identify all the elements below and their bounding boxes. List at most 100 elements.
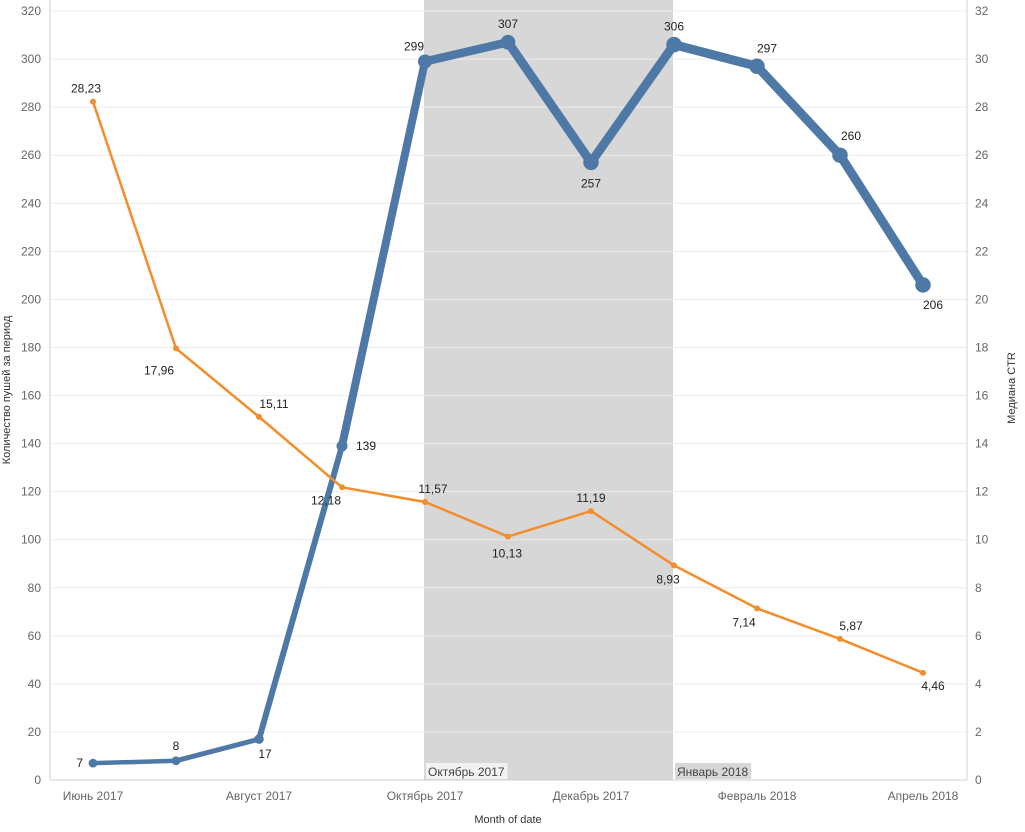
series-orange-data-label: 10,13 (492, 547, 522, 561)
right-axis-tick-label: 4 (975, 677, 982, 691)
x-axis-tick-label: Июнь 2017 (63, 789, 124, 803)
series-blue-segment (835, 150, 928, 290)
right-axis-tick-label: 8 (975, 581, 982, 595)
x-axis-tick-label: Декабрь 2017 (553, 789, 630, 803)
right-axis-tick-label: 0 (975, 773, 982, 787)
x-axis-tick-label: Февраль 2018 (718, 789, 797, 803)
series-orange-point (837, 635, 843, 642)
series-layer (88, 34, 931, 768)
series-orange-point (173, 345, 179, 352)
x-axis-tick-label: Апрель 2018 (888, 789, 959, 803)
series-blue-data-label: 8 (173, 739, 180, 753)
series-orange-data-label: 4,46 (921, 679, 945, 693)
series-blue-point (915, 277, 931, 293)
left-axis-tick-label: 120 (21, 485, 41, 499)
series-blue-point (336, 440, 348, 452)
series-orange-data-label: 17,96 (144, 363, 174, 377)
series-orange-point (920, 669, 926, 676)
series-orange-point (256, 413, 262, 420)
left-axis-tick-label: 180 (21, 340, 41, 354)
series-blue-data-label: 17 (258, 747, 272, 761)
series-orange-point (588, 508, 594, 515)
band-label-bg (426, 763, 508, 779)
data-labels: 7 8 17 139 299 307 257 306 297 260 206 28,23 17,96 15… (71, 17, 945, 770)
series-blue-data-label: 206 (923, 298, 943, 312)
right-axis-tick-label: 18 (975, 340, 989, 354)
series-blue-point (500, 34, 516, 50)
right-axis-tick-label: 20 (975, 292, 989, 306)
right-axis-tick-label: 28 (975, 100, 989, 114)
series-blue-segment (90, 758, 179, 766)
left-axis-tick-label: 40 (28, 677, 42, 691)
series-blue-point (666, 36, 682, 53)
left-axis-tick-label: 160 (21, 389, 41, 403)
band-label-bg (675, 763, 752, 779)
series-blue-data-label: 257 (581, 176, 601, 190)
highlight-band-layer: Октябрь 2017 Январь 2018 (424, 0, 752, 780)
series-blue-segment (752, 61, 845, 160)
series-orange-data-label: 28,23 (71, 82, 101, 96)
series-orange-point (90, 98, 96, 105)
right-axis-tick-label: 6 (975, 629, 982, 643)
right-axis-tick-label: 26 (975, 148, 989, 162)
right-axis-tick-label: 14 (975, 437, 989, 451)
series-orange-point (339, 484, 345, 491)
series-blue-segment (420, 37, 513, 66)
series-blue-data-label: 299 (404, 39, 424, 53)
left-axis-tick-label: 260 (21, 148, 41, 162)
series-blue-segment (503, 37, 596, 167)
series-blue-point (254, 734, 264, 744)
series-blue-point (832, 147, 848, 163)
axes: 0204060801001201401601802002202402602803… (21, 0, 989, 803)
series-blue-segment (669, 40, 762, 71)
series-blue-data-label: 307 (498, 17, 518, 31)
right-axis-tick-label: 10 (975, 533, 989, 547)
series-orange-point (422, 498, 428, 505)
series-blue-segment (586, 40, 679, 167)
left-axis-tick-label: 280 (21, 100, 41, 114)
series-orange-point (671, 562, 677, 569)
gridlines (50, 10, 967, 733)
series-orange-data-label: 11,19 (576, 491, 605, 505)
series-blue-point (88, 758, 98, 768)
series-blue-segment (173, 736, 262, 764)
right-axis-tick-label: 30 (975, 52, 989, 66)
right-axis-tick-label: 2 (975, 725, 982, 739)
series-orange-data-label: 11,57 (418, 482, 447, 496)
right-axis-tick-label: 16 (975, 389, 989, 403)
series-orange-data-label: 7,14 (732, 615, 756, 629)
band-label: Январь 2018 (677, 765, 748, 779)
series-blue-data-label: 297 (757, 41, 777, 55)
series-blue-point (418, 54, 432, 69)
left-axis-tick-label: 200 (21, 292, 41, 306)
series-blue-data-label: 260 (841, 129, 861, 143)
series-blue-data-label: 7 (76, 756, 83, 770)
band-label: Октябрь 2017 (428, 765, 505, 779)
series-orange-data-label: 12,18 (311, 493, 341, 507)
series-orange-point (505, 533, 511, 540)
left-axis-tick-label: 220 (21, 244, 41, 258)
right-axis-tick-label: 22 (975, 244, 989, 258)
left-axis-tick-label: 240 (21, 196, 41, 210)
right-axis-tick-label: 12 (975, 485, 989, 499)
right-axis-tick-label: 24 (975, 196, 989, 210)
right-axis-tick-label: 32 (975, 4, 989, 18)
right-axis-title: Медиана CTR (1006, 352, 1018, 424)
series-blue-segment (256, 442, 345, 743)
series-orange-data-label: 8,93 (656, 572, 680, 586)
series-orange-data-label: 15,11 (259, 397, 288, 411)
left-axis-tick-label: 20 (28, 725, 42, 739)
series-blue-point (749, 58, 765, 75)
left-axis-tick-label: 100 (21, 533, 41, 547)
left-axis-tick-label: 320 (21, 4, 41, 18)
series-blue-point (171, 756, 181, 766)
left-axis-title: Количество пушей за период (1, 315, 13, 464)
series-orange-data-label: 5,87 (839, 619, 863, 633)
x-axis-tick-label: Октябрь 2017 (387, 789, 464, 803)
series-blue-point (583, 154, 599, 171)
highlight-band (424, 0, 673, 780)
left-axis-tick-label: 140 (21, 437, 41, 451)
series-blue-data-label: 139 (356, 439, 376, 453)
left-axis-tick-label: 300 (21, 52, 41, 66)
